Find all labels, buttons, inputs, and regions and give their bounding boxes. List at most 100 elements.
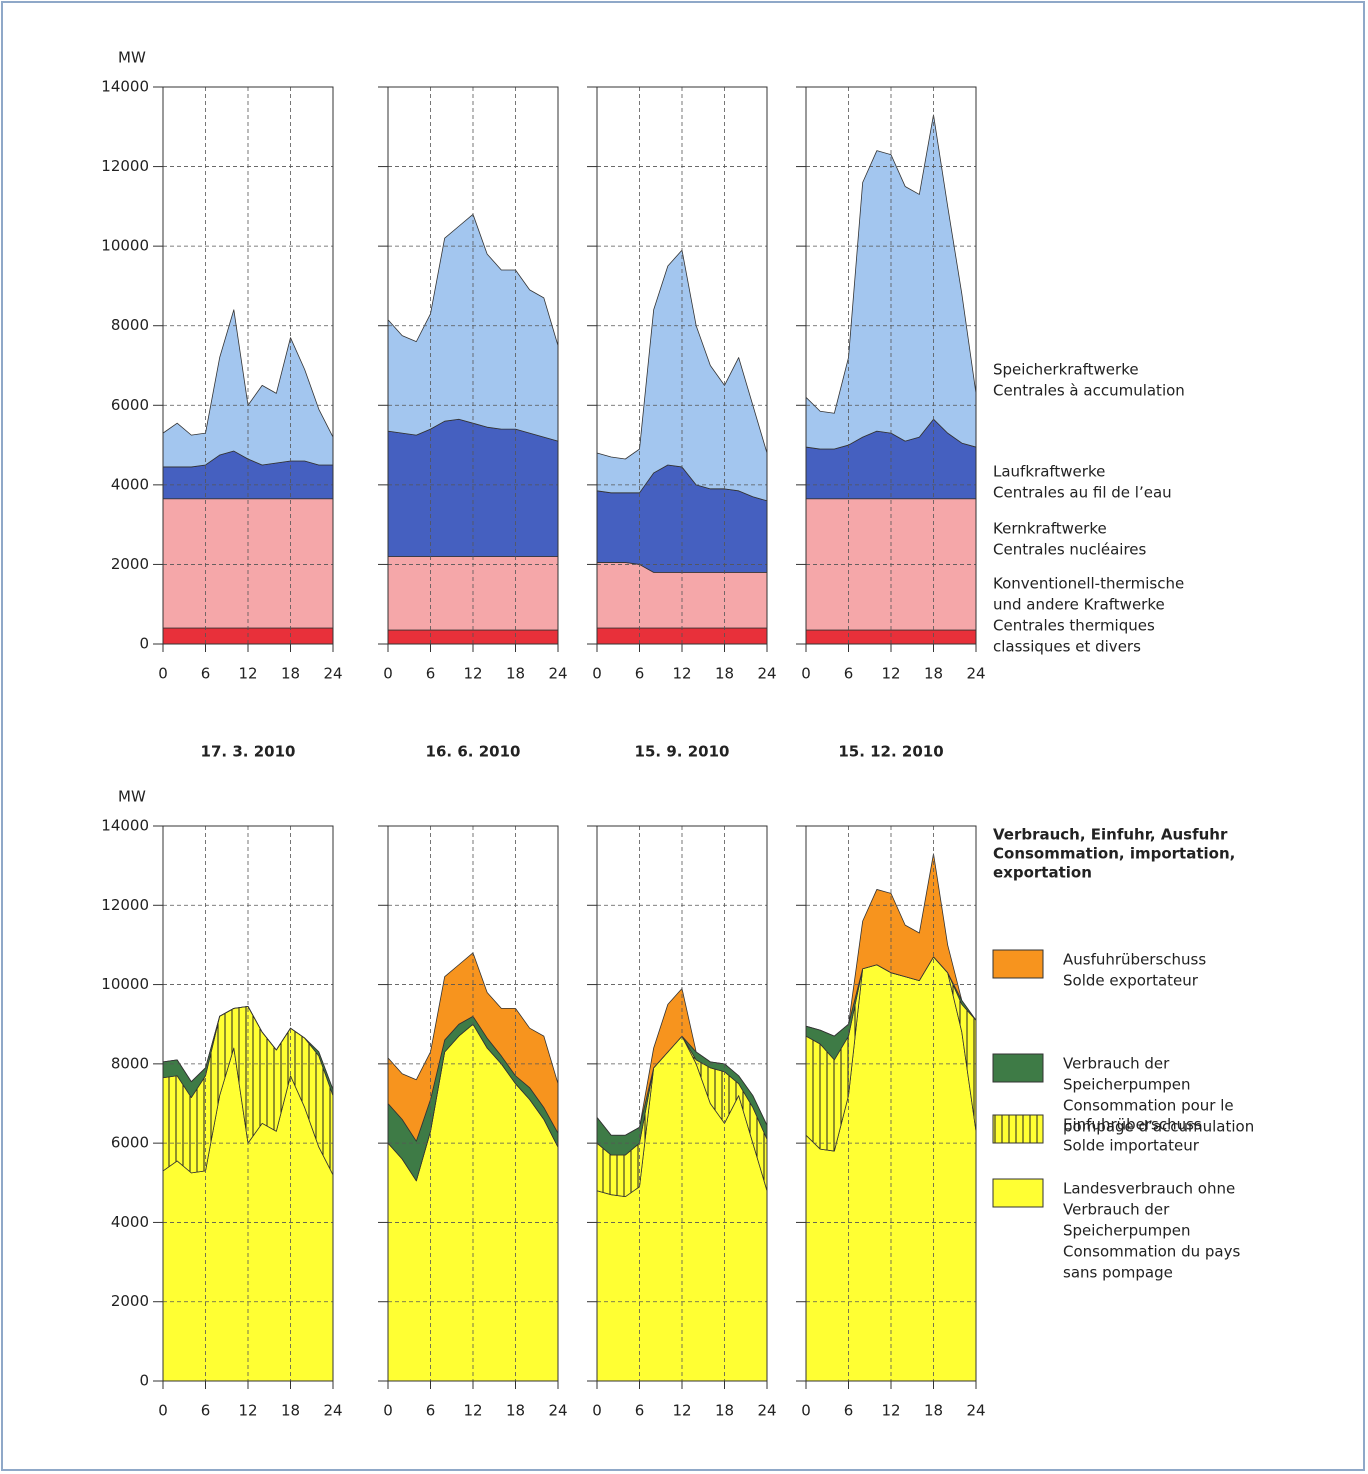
x-tick-label: 0 [158, 665, 168, 683]
y-tick-label: 8000 [111, 1054, 149, 1072]
y-tick-label: 10000 [101, 975, 149, 993]
y-axis-unit: MW [118, 788, 146, 806]
x-tick-label: 12 [672, 1402, 691, 1420]
legend-label: Speicherkraftwerke [993, 361, 1139, 379]
x-tick-label: 24 [548, 665, 567, 683]
x-tick-label: 18 [506, 665, 525, 683]
panel: 0 6 12 18 24 [378, 825, 568, 1420]
x-tick-label: 18 [924, 1402, 943, 1420]
legend-label: Speicherpumpen [1063, 1076, 1191, 1094]
x-tick-label: 12 [672, 665, 691, 683]
x-tick-label: 24 [757, 665, 776, 683]
legend-label: sans pompage [1063, 1264, 1173, 1282]
legend-label: Consommation du pays [1063, 1243, 1240, 1261]
x-tick-label: 24 [757, 1402, 776, 1420]
legend-label: Ausfuhrüberschuss [1063, 951, 1206, 969]
legend-label: classiques et divers [993, 638, 1141, 656]
y-tick-label: 6000 [111, 1134, 149, 1152]
x-tick-label: 6 [844, 665, 854, 683]
x-tick-label: 24 [966, 1402, 985, 1420]
x-tick-label: 18 [506, 1402, 525, 1420]
x-tick-label: 24 [323, 1402, 342, 1420]
x-tick-label: 18 [924, 665, 943, 683]
y-tick-label: 2000 [111, 1292, 149, 1310]
x-tick-label: 0 [383, 665, 393, 683]
legend-label: Speicherpumpen [1063, 1222, 1191, 1240]
panel: 0 6 12 18 24 [796, 86, 986, 683]
panel-title: 15. 9. 2010 [635, 743, 730, 761]
legend-label: Centrales à accumulation [993, 382, 1185, 400]
y-tick-label: 4000 [111, 475, 149, 493]
x-tick-label: 18 [715, 665, 734, 683]
legend-label: Landesverbrauch ohne [1063, 1180, 1235, 1198]
y-tick-label: 6000 [111, 396, 149, 414]
legend-swatch [992, 1178, 1044, 1208]
legend-title: Consommation, importation, [993, 845, 1235, 863]
legend-label: Solde importateur [1063, 1137, 1200, 1155]
x-tick-label: 6 [201, 1402, 211, 1420]
x-tick-label: 24 [323, 665, 342, 683]
x-tick-label: 0 [801, 1402, 811, 1420]
legend-label: Konventionell-thermische [993, 575, 1184, 593]
legend-label: Centrales thermiques [993, 617, 1155, 635]
panel: 0 2000 4000 6000 8000 10000 12000 14000 0 6 12 18 24 [101, 817, 342, 1420]
x-tick-label: 6 [844, 1402, 854, 1420]
x-tick-label: 0 [592, 1402, 602, 1420]
legend-swatch [992, 1114, 1044, 1144]
panel: 0 6 12 18 24 [378, 86, 568, 683]
x-tick-label: 6 [426, 665, 436, 683]
x-tick-label: 12 [238, 665, 257, 683]
y-tick-label: 4000 [111, 1213, 149, 1231]
legend-title: Verbrauch, Einfuhr, Ausfuhr [993, 826, 1228, 844]
x-tick-label: 12 [881, 665, 900, 683]
x-tick-label: 18 [281, 1402, 300, 1420]
x-tick-label: 0 [383, 1402, 393, 1420]
x-tick-label: 18 [715, 1402, 734, 1420]
legend-label: Centrales nucléaires [993, 541, 1147, 559]
panel: 0 2000 4000 6000 8000 10000 12000 14000 0 6 12 18 24 [101, 78, 342, 683]
y-tick-label: 14000 [101, 817, 149, 835]
legend-label: Einfuhrüberschuss [1063, 1116, 1202, 1134]
y-tick-label: 2000 [111, 555, 149, 573]
x-tick-label: 0 [158, 1402, 168, 1420]
x-tick-label: 24 [966, 665, 985, 683]
x-tick-label: 18 [281, 665, 300, 683]
x-tick-label: 6 [635, 665, 645, 683]
x-tick-label: 6 [426, 1402, 436, 1420]
legend-swatch [992, 949, 1044, 979]
y-axis-unit: MW [118, 49, 146, 67]
legend-label: Consommation pour le [1063, 1097, 1234, 1115]
legend-label: Laufkraftwerke [993, 463, 1105, 481]
y-tick-label: 12000 [101, 157, 149, 175]
panel-title: 15. 12. 2010 [838, 743, 943, 761]
x-tick-label: 6 [201, 665, 211, 683]
panel-title: 16. 6. 2010 [426, 743, 521, 761]
x-tick-label: 6 [635, 1402, 645, 1420]
x-tick-label: 0 [592, 665, 602, 683]
y-tick-label: 10000 [101, 237, 149, 255]
panel: 0 6 12 18 24 [587, 86, 777, 683]
y-tick-label: 14000 [101, 78, 149, 96]
x-tick-label: 12 [463, 665, 482, 683]
legend-label: pompage d’accumulation [1063, 1118, 1254, 1136]
y-tick-label: 8000 [111, 316, 149, 334]
panel: 0 6 12 18 24 [796, 825, 986, 1420]
legend-label: Verbrauch der [1063, 1055, 1170, 1073]
x-tick-label: 12 [881, 1402, 900, 1420]
legend-label: Verbrauch der [1063, 1201, 1170, 1219]
x-tick-label: 12 [238, 1402, 257, 1420]
legend-label: Kernkraftwerke [993, 520, 1107, 538]
y-tick-label: 0 [139, 1372, 149, 1390]
legend-label: Centrales au fil de l’eau [993, 484, 1172, 502]
legend-swatch [992, 1053, 1044, 1083]
x-tick-label: 12 [463, 1402, 482, 1420]
y-tick-label: 0 [139, 635, 149, 653]
x-tick-label: 0 [801, 665, 811, 683]
legend-label: und andere Kraftwerke [993, 596, 1165, 614]
y-tick-label: 12000 [101, 896, 149, 914]
legend-label: Solde exportateur [1063, 972, 1199, 990]
panel-title: 17. 3. 2010 [201, 743, 296, 761]
x-tick-label: 24 [548, 1402, 567, 1420]
panel: 0 6 12 18 24 [587, 825, 777, 1420]
